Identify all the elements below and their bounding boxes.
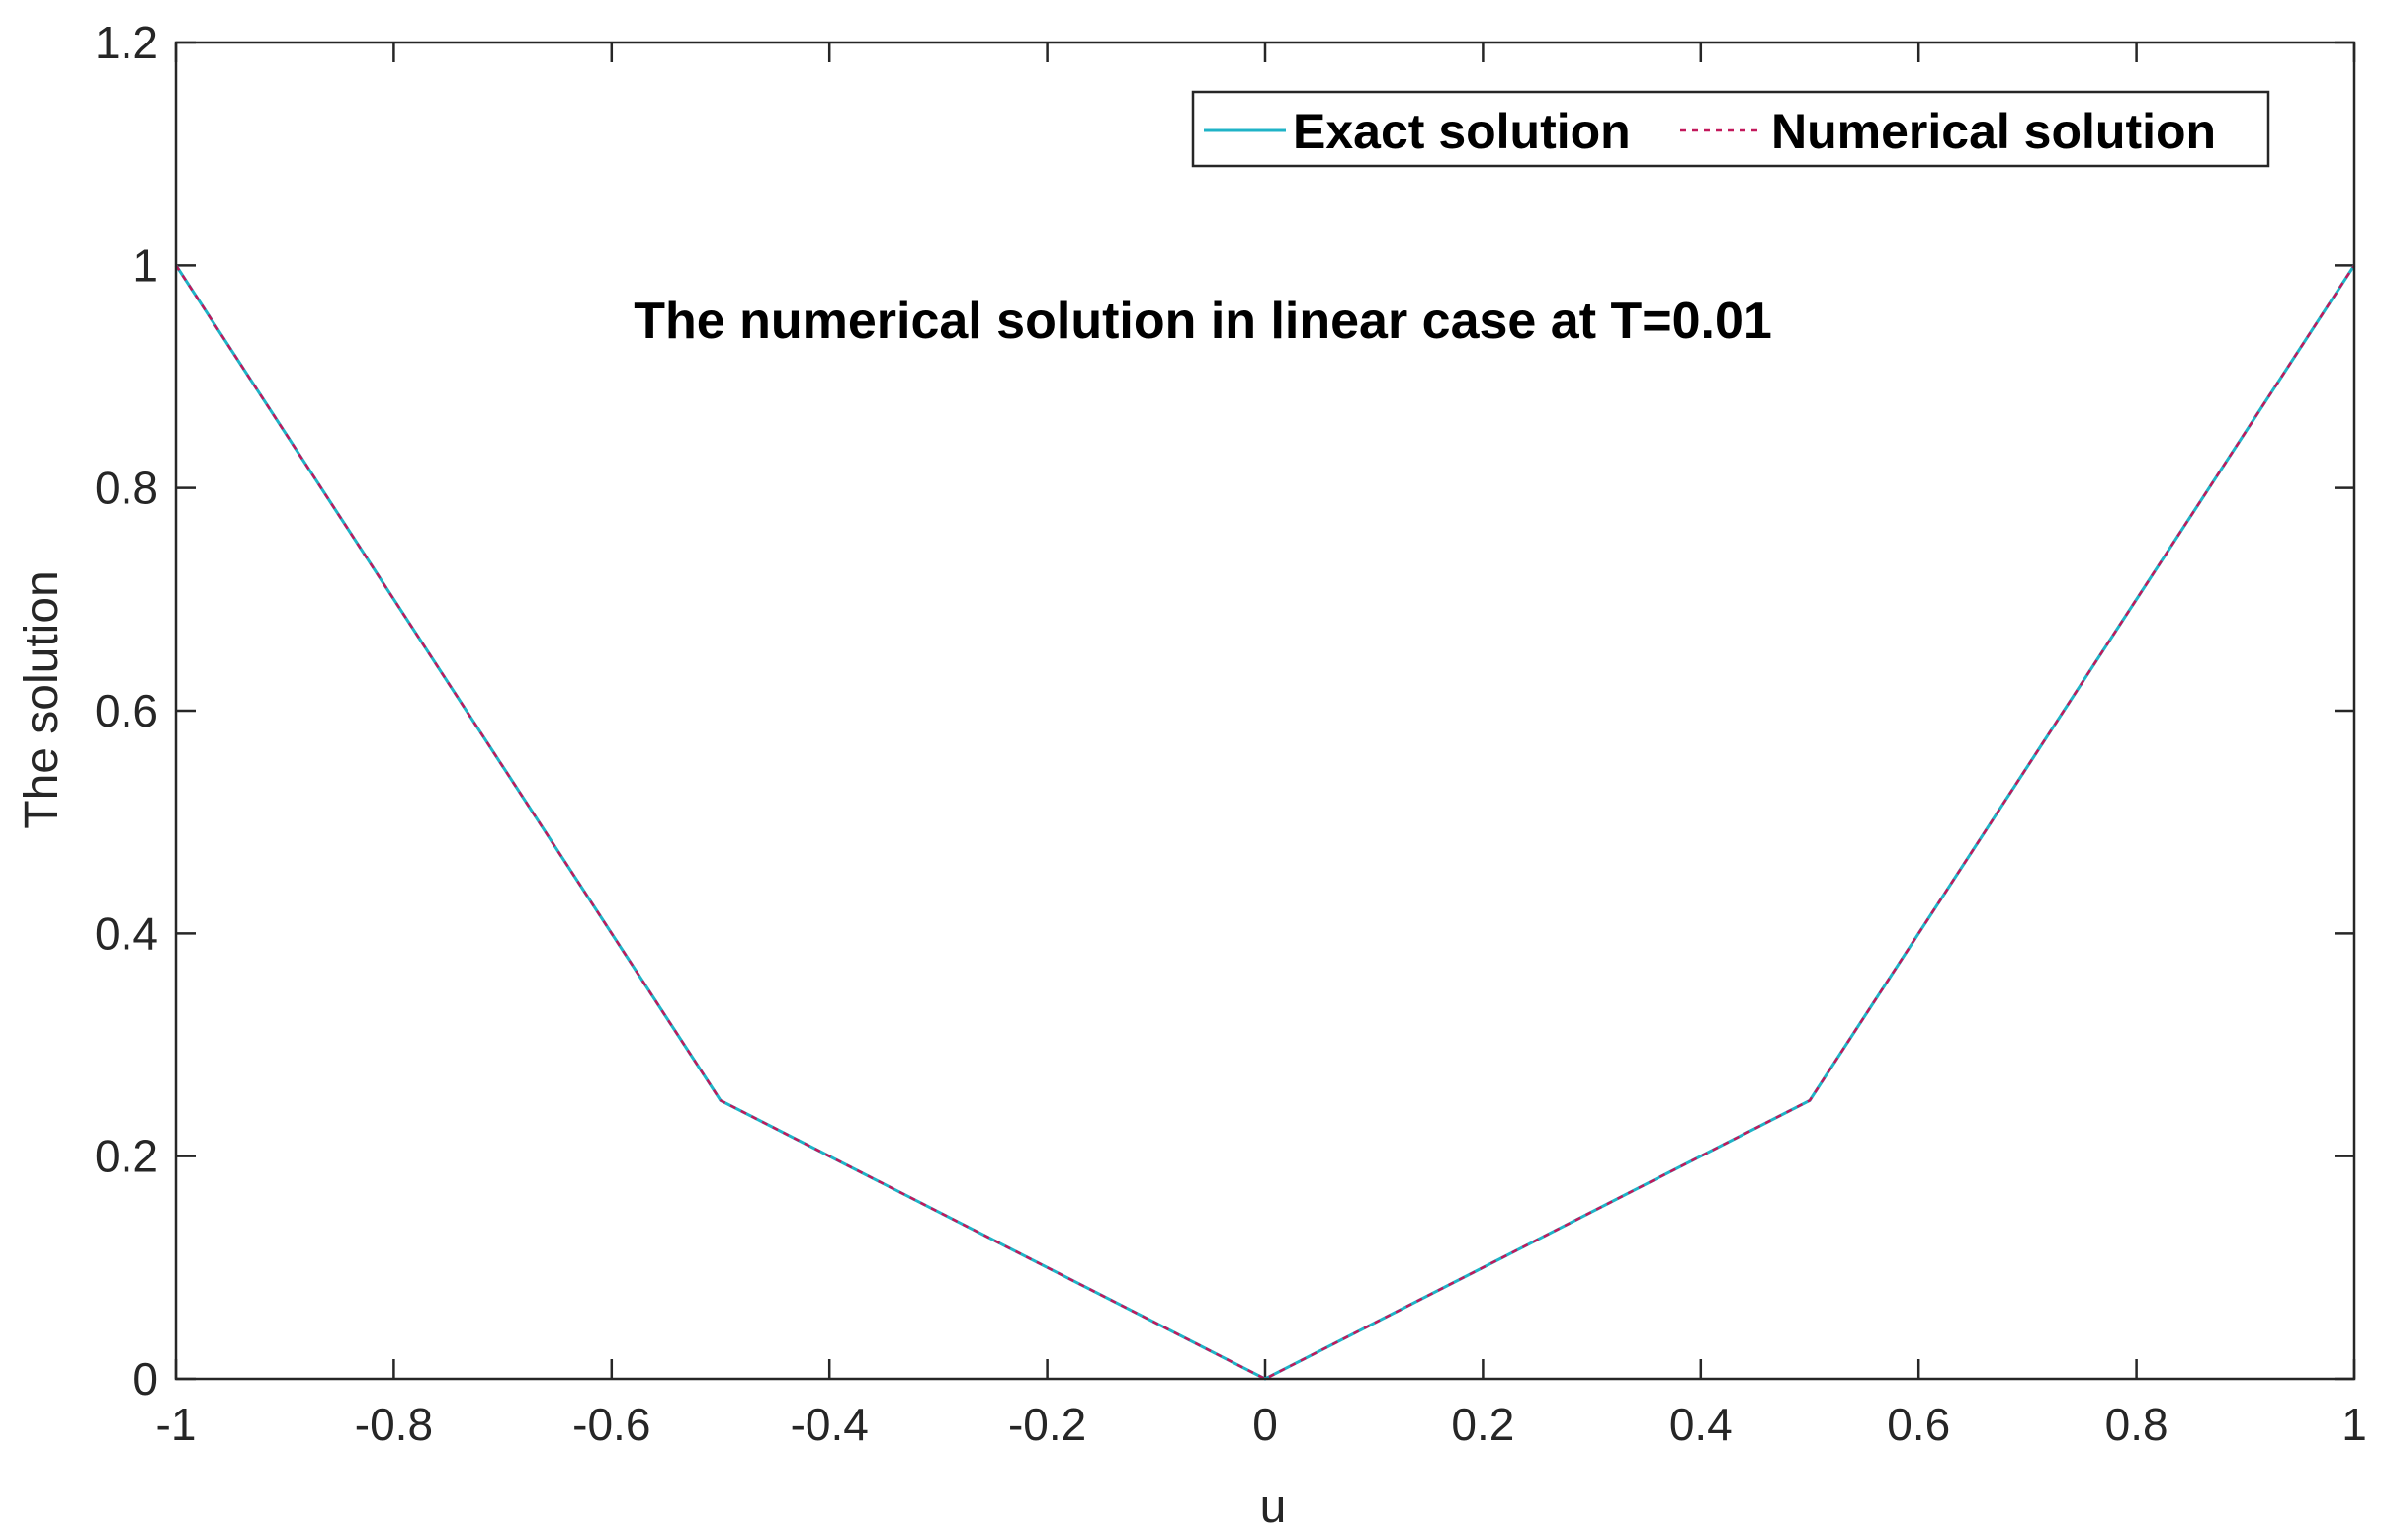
x-tick-labels: -1 -0.8 -0.6 -0.4 -0.2 0 0.2 0.4 0.6 0.8 1 xyxy=(156,1399,2367,1450)
y-tick-label: 0.6 xyxy=(95,685,158,736)
y-axis-label: The solution xyxy=(16,570,68,829)
x-tick-label: 0.6 xyxy=(1887,1399,1950,1450)
x-axis-label: u xyxy=(1260,1481,1287,1533)
x-tick-label: -1 xyxy=(156,1399,197,1450)
legend-label-exact: Exact solution xyxy=(1293,104,1631,159)
series-line-numerical xyxy=(174,264,2356,1381)
chart-annotation: The numerical solution in linear case at… xyxy=(634,293,1772,350)
y-tick-label: 1 xyxy=(132,239,158,291)
y-tick-label: 0.8 xyxy=(95,463,158,514)
x-tick-label: -0.2 xyxy=(1008,1399,1086,1450)
y-tick-label: 1.2 xyxy=(95,17,158,68)
plot-area xyxy=(176,43,2354,1379)
y-tick-label: 0.4 xyxy=(95,907,158,959)
legend-box xyxy=(1191,90,2270,168)
x-tick-label: -0.8 xyxy=(355,1399,433,1450)
x-tick-label: 0.2 xyxy=(1451,1399,1514,1450)
legend: Exact solution Numerical solution xyxy=(1191,90,2270,168)
x-tick-label: 1 xyxy=(2341,1399,2367,1450)
x-tick-label: -0.6 xyxy=(572,1399,650,1450)
plot-frame xyxy=(174,41,2356,1381)
x-tick-label: 0 xyxy=(1252,1399,1278,1450)
y-tick-label: 0.2 xyxy=(95,1131,158,1182)
x-tick-label: 0.4 xyxy=(1669,1399,1733,1450)
x-tick-label: -0.4 xyxy=(791,1399,869,1450)
legend-label-numerical: Numerical solution xyxy=(1771,104,2216,159)
y-tick-label: 0 xyxy=(132,1353,158,1405)
y-tick-labels: 0 0.2 0.4 0.6 0.8 1 1.2 xyxy=(95,17,158,1405)
x-tick-label: 0.8 xyxy=(2105,1399,2168,1450)
